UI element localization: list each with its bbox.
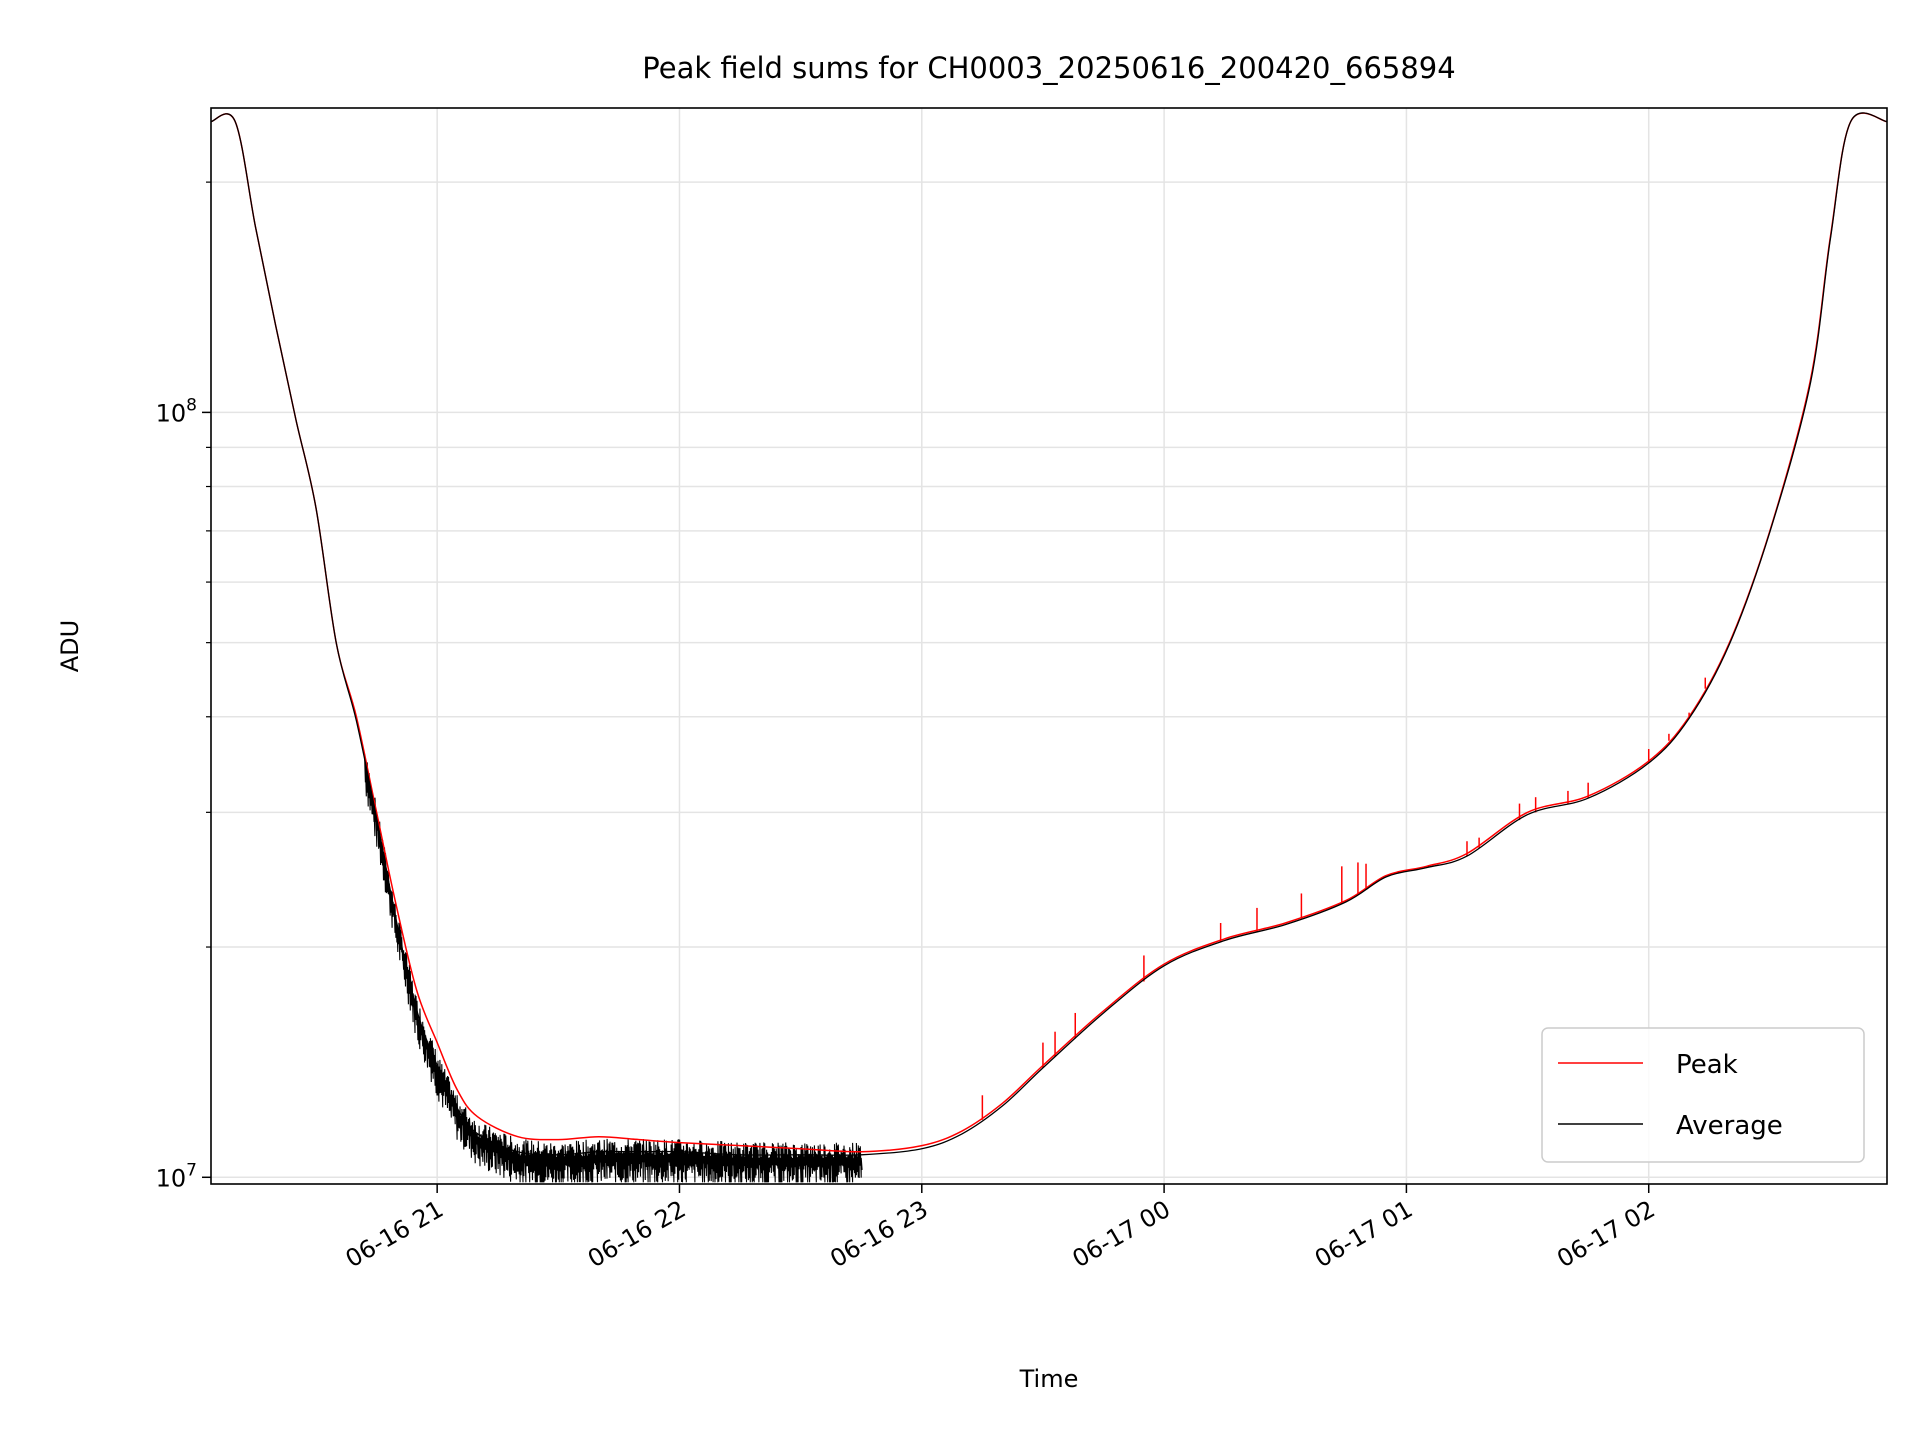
series-line-average <box>210 112 1888 1156</box>
plot-frame <box>210 107 1888 1185</box>
legend-box <box>1541 1027 1865 1163</box>
legend-label-average: Average <box>1676 1111 1783 1141</box>
series-layer <box>210 112 1888 1183</box>
grid-layer <box>211 108 1887 1184</box>
legend-label-peak: Peak <box>1676 1050 1738 1080</box>
y-tick-label: 107 <box>156 1160 197 1192</box>
average-noise-band <box>363 753 863 1183</box>
x-axis-label: Time <box>1019 1365 1079 1393</box>
chart-title: Peak field sums for CH0003_20250616_2004… <box>642 51 1455 85</box>
y-axis-label: ADU <box>56 620 84 672</box>
y-tick-label: 108 <box>156 395 197 427</box>
legend: Peak Average <box>1541 1027 1865 1163</box>
